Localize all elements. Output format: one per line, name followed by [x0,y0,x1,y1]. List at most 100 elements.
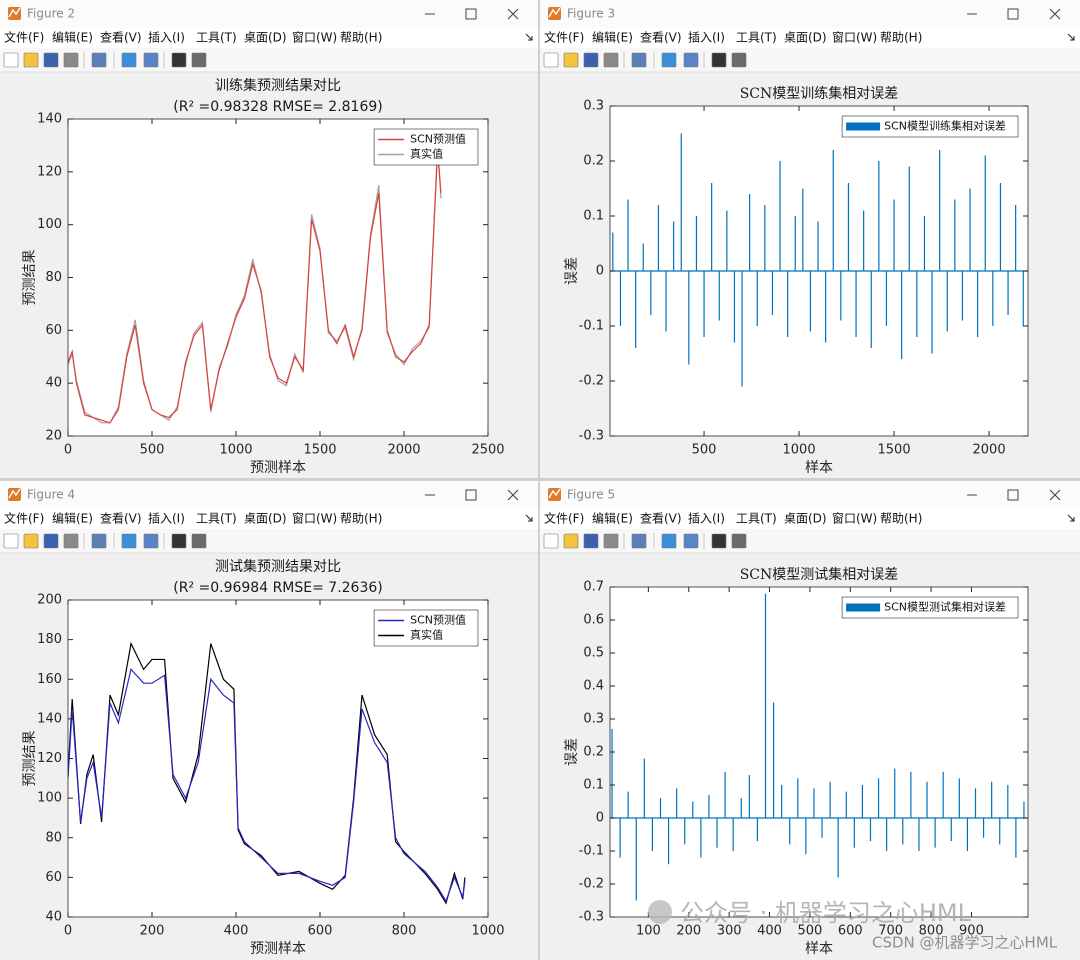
menu-item[interactable]: 插入(I) [148,512,185,526]
toolbar-button[interactable] [631,52,647,68]
menu-item[interactable]: 文件(F) [4,30,44,45]
menu-item[interactable]: 插入(I) [688,31,725,45]
maximize-button[interactable] [1007,8,1019,20]
menu-item[interactable]: 工具(T) [736,31,777,45]
window-title: Figure 5 [567,488,615,502]
menu-item[interactable]: 插入(I) [688,512,725,526]
menu-item[interactable]: 桌面(D) [784,31,827,45]
x-tick-label: 100 [636,924,661,939]
menu-item[interactable]: 窗口(W) [292,512,337,526]
toolbar-button[interactable] [543,52,559,68]
toolbar-button[interactable] [683,533,699,549]
toolbar-button[interactable] [43,533,59,549]
bar [855,271,857,337]
bar [934,818,936,848]
toolbar-button[interactable] [711,52,727,68]
menu-dock-arrow[interactable] [525,33,533,41]
menu-item[interactable]: 文件(F) [544,511,584,526]
bar [893,199,895,271]
menu-item[interactable]: 桌面(D) [784,512,827,526]
toolbar-button[interactable] [171,533,187,549]
y-tick-label: 140 [37,711,62,726]
toolbar-button[interactable] [603,533,619,549]
menu-item[interactable]: 编辑(E) [52,30,93,45]
toolbar-button[interactable] [143,52,159,68]
maximize-button[interactable] [1007,489,1019,501]
bar [910,771,912,818]
y-tick-label: 0.4 [583,679,604,694]
menu-item[interactable]: 查看(V) [640,512,682,526]
menu-dock-arrow[interactable] [525,514,533,522]
menu-item[interactable]: 帮助(H) [880,512,922,526]
menu-item[interactable]: 工具(T) [736,512,777,526]
toolbar-button[interactable] [143,533,159,549]
close-button[interactable] [1049,8,1061,20]
toolbar-button[interactable] [121,533,137,549]
menu-item[interactable]: 查看(V) [640,31,682,45]
toolbar-button[interactable] [23,533,39,549]
toolbar-button[interactable] [3,52,19,68]
toolbar-button[interactable] [711,533,727,549]
menu-item[interactable]: 编辑(E) [592,30,633,45]
toolbar-button[interactable] [543,533,559,549]
legend-swatch [846,122,881,131]
x-tick-label: 1500 [303,443,336,458]
toolbar-button[interactable] [191,52,207,68]
menu-dock-arrow[interactable] [1067,514,1075,522]
menu-item[interactable]: 文件(F) [4,511,44,526]
menu-item[interactable]: 桌面(D) [244,512,287,526]
menu-item[interactable]: 窗口(W) [832,31,877,45]
toolbar-button[interactable] [191,533,207,549]
watermark-icon [648,900,672,924]
bar [946,271,948,332]
y-tick-label: 40 [45,910,62,925]
menu-item[interactable]: 工具(T) [196,512,237,526]
menu-item[interactable]: 编辑(E) [592,511,633,526]
toolbar-button[interactable] [43,52,59,68]
toolbar-button[interactable] [563,533,579,549]
close-button[interactable] [507,8,519,20]
toolbar-button[interactable] [731,533,747,549]
toolbar-button[interactable] [631,533,647,549]
menu-item[interactable]: 桌面(D) [244,31,287,45]
bar [916,271,918,337]
toolbar-button[interactable] [731,52,747,68]
toolbar-button[interactable] [3,533,19,549]
toolbar-button[interactable] [121,52,137,68]
close-button[interactable] [507,489,519,501]
toolbar-button[interactable] [563,52,579,68]
figure-window: Figure 5 文件(F) 编辑(E) 查看(V) 插入(I) 工具(T) 桌面(D) 窗口… [540,481,1080,960]
toolbar-button[interactable] [91,533,107,549]
toolbar-button[interactable] [171,52,187,68]
bar [821,818,823,838]
toolbar-button[interactable] [63,52,79,68]
menu-item[interactable]: 查看(V) [100,512,142,526]
menu-item[interactable]: 窗口(W) [292,31,337,45]
menu-item[interactable]: 帮助(H) [340,512,382,526]
toolbar-button[interactable] [683,52,699,68]
maximize-button[interactable] [465,489,477,501]
toolbar-button[interactable] [603,52,619,68]
toolbar-button[interactable] [661,533,677,549]
bar [695,216,698,271]
menu-item[interactable]: 编辑(E) [52,511,93,526]
toolbar-button[interactable] [583,533,599,549]
toolbar-button[interactable] [661,52,677,68]
menu-dock-arrow[interactable] [1067,33,1075,41]
menu-item[interactable]: 插入(I) [148,31,185,45]
toolbar-button[interactable] [23,52,39,68]
menu-item[interactable]: 帮助(H) [340,31,382,45]
maximize-button[interactable] [465,8,477,20]
menu-item[interactable]: 文件(F) [544,30,584,45]
toolbar-button[interactable] [63,533,79,549]
menu-item[interactable]: 窗口(W) [832,512,877,526]
menu-item[interactable]: 工具(T) [196,31,237,45]
menu-item[interactable]: 帮助(H) [880,31,922,45]
bar [732,818,734,851]
bar [954,199,956,271]
close-button[interactable] [1049,489,1061,501]
y-tick-label: 120 [37,164,62,179]
menu-item[interactable]: 查看(V) [100,31,142,45]
toolbar-button[interactable] [91,52,107,68]
toolbar-button[interactable] [583,52,599,68]
